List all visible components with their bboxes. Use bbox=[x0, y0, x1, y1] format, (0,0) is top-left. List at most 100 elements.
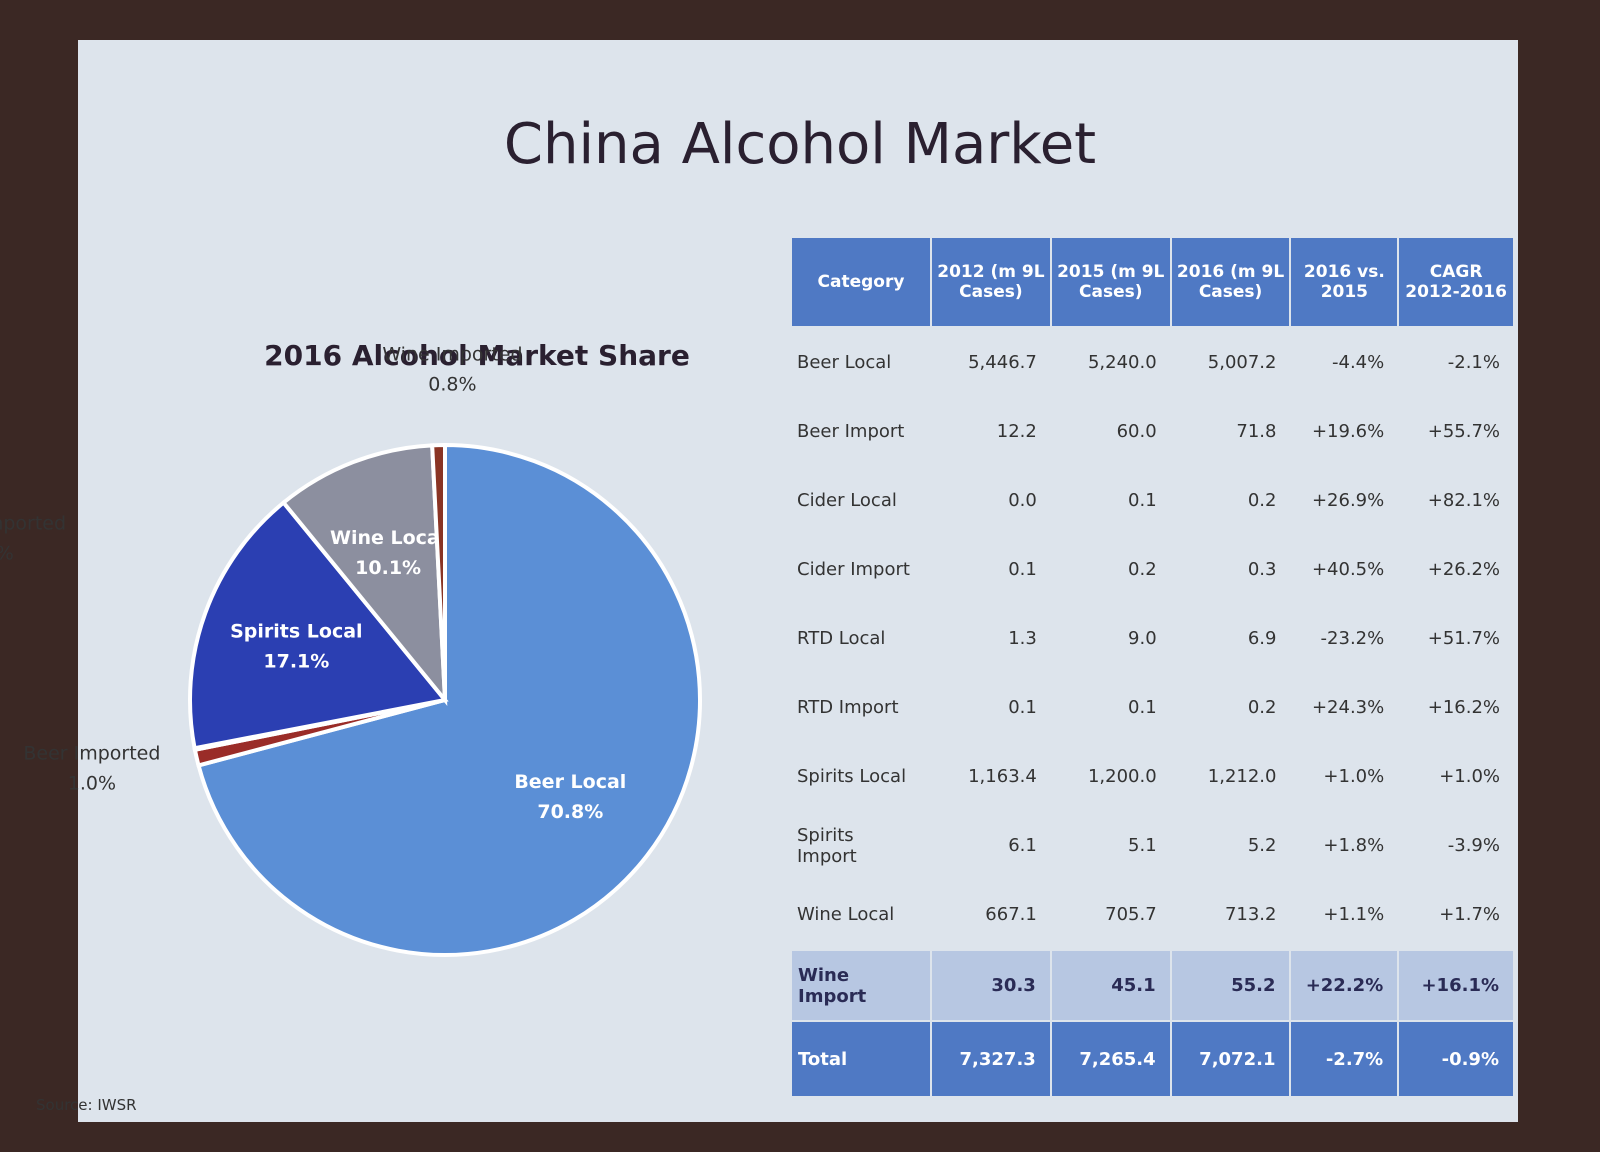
slide-title: China Alcohol Market bbox=[503, 112, 1097, 177]
table-cell: +55.7% bbox=[1427, 421, 1500, 442]
table-cell: Wine Import bbox=[790, 949, 932, 1022]
header-row: Category 2012 (m 9L Cases) 2015 (m 9L Case… bbox=[790, 236, 1515, 328]
table-cell: 1,163.4 bbox=[968, 766, 1037, 787]
header-cell: 2016 (m 9L Cases) bbox=[1169, 236, 1292, 328]
table-cell: +1.1% bbox=[1323, 904, 1385, 925]
slice-label: Spirits Local bbox=[230, 621, 362, 643]
slice-label: Spirits Imported bbox=[0, 512, 66, 534]
pie-slice bbox=[188, 499, 449, 751]
table-cell: 0.1 bbox=[1128, 697, 1157, 718]
table-cell: +24.3% bbox=[1311, 697, 1385, 718]
table-cell: 6.1 bbox=[1008, 835, 1037, 856]
table-cell: +22.2% bbox=[1289, 949, 1400, 1022]
table-cell: +16.2% bbox=[1427, 697, 1500, 718]
table-cell: -23.2% bbox=[1320, 628, 1385, 649]
header-cell: 2012 (m 9L Cases) bbox=[930, 236, 1052, 328]
table-cell: 6.9 bbox=[1247, 628, 1277, 649]
slice-label: Wine Local bbox=[330, 527, 446, 549]
source: Source: IWSR bbox=[36, 1096, 137, 1114]
table-cell: 5,446.7 bbox=[968, 352, 1037, 373]
table-cell: +51.7% bbox=[1427, 628, 1500, 649]
table-cell: 1,200.0 bbox=[1087, 766, 1157, 787]
table-row: Spirits Import 6.1 5.1 5.2 +1.8% -3.9% bbox=[791, 811, 1514, 880]
header-cell: CAGR 2012-2016 bbox=[1397, 236, 1515, 328]
pie-slice bbox=[280, 443, 448, 706]
table-cell: 5.2 bbox=[1247, 835, 1277, 856]
table-cell: 0.3 bbox=[1247, 559, 1277, 580]
table-row: Cider Local 0.0 0.1 0.2 +26.9% +82.1% bbox=[791, 466, 1514, 535]
table-cell: +40.5% bbox=[1311, 559, 1385, 580]
chart-title: 2016 Alcohol Market Share bbox=[264, 339, 690, 372]
slice-label: Beer Imported bbox=[23, 743, 160, 765]
table-cell: +1.8% bbox=[1323, 835, 1385, 856]
table-cell: 713.2 bbox=[1224, 904, 1277, 925]
table-cell: -0.9% bbox=[1397, 1020, 1515, 1098]
table-cell: RTD Local bbox=[797, 628, 886, 649]
table-cell: 1.3 bbox=[1008, 628, 1037, 649]
table-cell: -2.1% bbox=[1447, 352, 1500, 373]
pie-slice bbox=[196, 442, 702, 957]
table-row: Wine Local 667.1 705.7 713.2 +1.1% +1.7% bbox=[791, 880, 1514, 950]
table-cell: 0.0 bbox=[1008, 490, 1037, 511]
table-cell: 5,007.2 bbox=[1207, 352, 1277, 373]
table-cell: Cider Local bbox=[797, 490, 897, 511]
table-row: Spirits Local 1,163.4 1,200.0 1,212.0 +1.0% +… bbox=[791, 742, 1514, 811]
table-cell: 0.1 bbox=[1008, 559, 1037, 580]
table-cell: 1,212.0 bbox=[1207, 766, 1277, 787]
table-cell: +1.7% bbox=[1439, 904, 1500, 925]
table-row: Beer Import 12.2 60.0 71.8 +19.6% +55.7% bbox=[791, 397, 1514, 466]
table-cell: +16.1% bbox=[1397, 949, 1515, 1022]
table-cell: +1.0% bbox=[1323, 766, 1385, 787]
table-cell: +26.2% bbox=[1427, 559, 1500, 580]
table-row: Wine Import 30.3 45.1 55.2 +22.2% +16.1% bbox=[790, 949, 1515, 1022]
table-cell: 7,072.1 bbox=[1169, 1020, 1292, 1098]
slice-value: 0.1% bbox=[0, 542, 14, 564]
table-cell: 0.2 bbox=[1247, 490, 1277, 511]
slice-value: 17.1% bbox=[263, 651, 329, 673]
table-cell: 60.0 bbox=[1116, 421, 1157, 442]
table-cell: 9.0 bbox=[1128, 628, 1157, 649]
table-cell: +82.1% bbox=[1427, 490, 1500, 511]
slice-value: 1.0% bbox=[68, 773, 116, 795]
chart: 2016 Alcohol Market Share Beer Local 70.8… bbox=[0, 339, 702, 957]
table-cell: +19.6% bbox=[1311, 421, 1385, 442]
table-cell: 55.2 bbox=[1169, 949, 1292, 1022]
header-cell: 2016 vs. 2015 bbox=[1289, 236, 1400, 328]
slice-label: Wine Imported bbox=[382, 344, 522, 366]
slice-value: 10.1% bbox=[355, 557, 421, 579]
header-cell: 2015 (m 9L Cases) bbox=[1049, 236, 1172, 328]
table-cell: 12.2 bbox=[996, 421, 1037, 442]
table-cell: Wine Local bbox=[797, 904, 895, 925]
table-cell: +26.9% bbox=[1311, 490, 1385, 511]
table-cell: Total bbox=[790, 1020, 932, 1098]
table-cell: -3.9% bbox=[1447, 835, 1500, 856]
table-cell: 30.3 bbox=[930, 949, 1052, 1022]
table-cell: -4.4% bbox=[1332, 352, 1385, 373]
slice-value: 0.8% bbox=[428, 374, 476, 396]
table-row: Total 7,327.3 7,265.4 7,072.1 -2.7% -0.9% bbox=[790, 1020, 1515, 1098]
table-cell: Spirits Local bbox=[797, 766, 907, 787]
slice-label: Beer Local bbox=[514, 771, 626, 793]
table-cell: 45.1 bbox=[1049, 949, 1172, 1022]
table-cell: +1.0% bbox=[1439, 766, 1500, 787]
table-cell: 0.1 bbox=[1008, 697, 1037, 718]
table-cell: 71.8 bbox=[1236, 421, 1277, 442]
table-cell: Beer Import bbox=[797, 421, 905, 442]
slice-value: 70.8% bbox=[537, 801, 603, 823]
table-cell: -2.7% bbox=[1289, 1020, 1400, 1098]
header-cell: Category bbox=[790, 236, 932, 328]
table-cell: 667.1 bbox=[985, 904, 1037, 925]
table-cell: Cider Import bbox=[797, 559, 910, 580]
table-cell: 7,265.4 bbox=[1049, 1020, 1172, 1098]
table-row: Beer Local 5,446.7 5,240.0 5,007.2 -4.4% -2.1… bbox=[791, 327, 1514, 397]
table-row: RTD Import 0.1 0.1 0.2 +24.3% +16.2% bbox=[791, 673, 1514, 742]
pie-slice bbox=[430, 442, 447, 701]
table-row: RTD Local 1.3 9.0 6.9 -23.2% +51.7% bbox=[791, 604, 1514, 673]
table-row: Cider Import 0.1 0.2 0.3 +40.5% +26.2% bbox=[791, 535, 1514, 604]
table-cell: 0.2 bbox=[1128, 559, 1157, 580]
table-cell: 0.2 bbox=[1247, 697, 1277, 718]
table-cell: 5.1 bbox=[1128, 835, 1157, 856]
table-cell: RTD Import bbox=[797, 697, 899, 718]
table-cell: Beer Local bbox=[797, 352, 892, 373]
